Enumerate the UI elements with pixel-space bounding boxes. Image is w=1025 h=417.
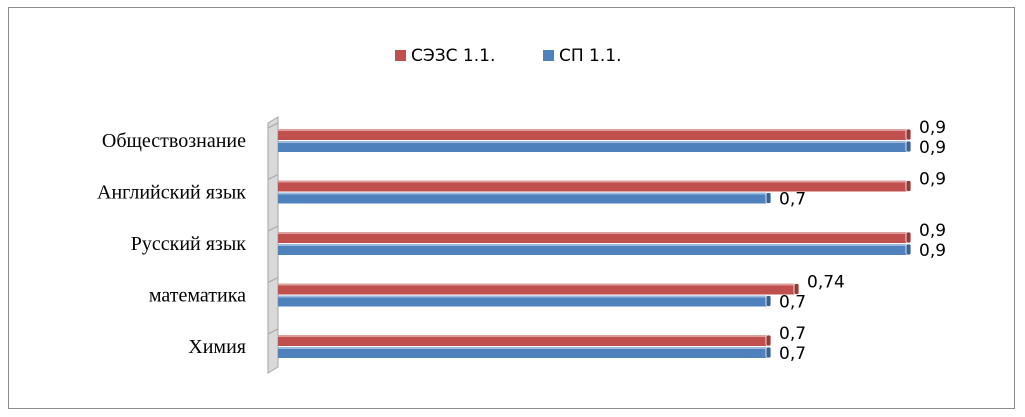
axis-wall-tick [267,328,279,335]
bar [278,334,772,347]
bar-highlight [278,129,908,131]
bar-highlight [278,283,796,286]
value-label: 0,7 [779,344,806,364]
legend: СЭЗС 1.1. СП 1.1. [395,46,622,66]
bar-face [278,347,768,358]
bar-end-cap [905,231,912,244]
bar-end-cap [905,180,912,192]
bar-face [278,129,908,140]
category-label: математика [149,285,246,307]
axis-wall-tick [267,174,279,180]
legend-label-1: СЭЗС 1.1. [411,46,495,66]
bar [278,128,912,141]
bar-highlight [278,347,768,349]
bar-highlight [278,244,908,246]
bar [278,180,912,192]
bar-end-cap [905,140,912,153]
bar [278,140,912,153]
bar [278,231,912,244]
bar-end-cap [905,128,912,141]
bar-face [278,192,768,204]
value-label: 0,9 [919,170,946,190]
value-label: 0,7 [779,293,806,313]
bars [278,128,912,359]
bar-face [278,244,908,255]
category-label: Русский язык [131,233,247,255]
bar [278,295,772,307]
category-label: Английский язык [97,182,246,204]
axis-wall-face [267,116,279,374]
value-label: 0,7 [779,324,806,344]
legend-label-2: СП 1.1. [559,46,622,66]
legend-swatch-1 [395,50,406,61]
axis-wall-tick [267,277,279,283]
bar [278,243,912,256]
bar-highlight [278,335,768,337]
bar-end-cap [793,283,800,295]
value-label: 0,9 [919,138,946,158]
bar-highlight [278,192,768,195]
bar-end-cap [765,334,772,347]
legend-swatch-2 [543,50,554,61]
bar-face [278,232,908,243]
value-label: 0,74 [807,273,845,293]
bar [278,192,772,204]
bar-highlight [278,180,908,183]
bar-highlight [278,232,908,234]
bar-face [278,141,908,152]
value-label: 0,9 [919,221,946,241]
bar-highlight [278,295,768,298]
bar-end-cap [765,295,772,307]
value-label: 0,9 [919,118,946,138]
bar-highlight [278,141,908,143]
axis-wall-tick [267,225,279,232]
bar-end-cap [765,192,772,204]
bar-end-cap [905,243,912,256]
bar-face [278,295,768,307]
category-label: Химия [188,336,246,358]
category-axis-wall [267,116,279,374]
bar-end-cap [765,346,772,359]
bar-face [278,180,908,192]
category-labels: Обществознание Английский язык Русский язы… [97,130,246,358]
bar [278,346,772,359]
value-labels: 0,90,90,90,70,90,90,740,70,70,7 [779,118,946,364]
bar-face [278,283,796,295]
axis-wall-tick [267,122,279,129]
value-label: 0,9 [919,241,946,261]
bar-face [278,335,768,346]
bar [278,283,800,295]
category-label: Обществознание [102,130,246,152]
value-label: 0,7 [779,190,806,210]
